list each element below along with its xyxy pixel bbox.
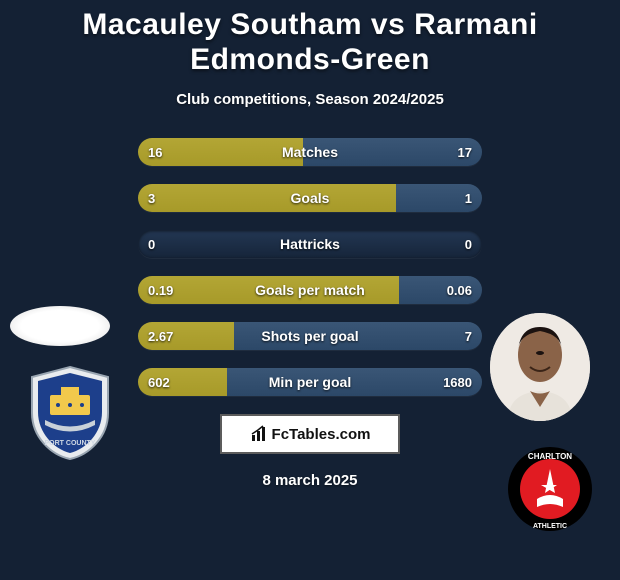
club-left-badge: PORT COUNTY (20, 363, 120, 463)
bar-row: Min per goal6021680 (138, 368, 482, 396)
svg-text:CHARLTON: CHARLTON (528, 452, 572, 461)
club-right-badge: CHARLTON ATHLETIC (500, 444, 600, 534)
bar-left-fill (138, 276, 399, 304)
bar-left-value: 16 (148, 138, 162, 166)
bar-left-value: 602 (148, 368, 170, 396)
bars-container: Matches1617Goals31Hattricks00Goals per m… (138, 138, 482, 396)
bar-right-value: 17 (458, 138, 472, 166)
brand-text: FcTables.com (272, 426, 371, 443)
svg-text:PORT COUNTY: PORT COUNTY (45, 440, 96, 447)
bar-row: Matches1617 (138, 138, 482, 166)
bar-left-value: 2.67 (148, 322, 173, 350)
svg-text:ATHLETIC: ATHLETIC (533, 523, 567, 530)
bar-left-fill (138, 184, 396, 212)
bar-right-fill (234, 322, 482, 350)
bar-right-value: 1680 (443, 368, 472, 396)
bar-right-fill (303, 138, 482, 166)
bar-left-value: 0.19 (148, 276, 173, 304)
bar-right-value: 0 (465, 230, 472, 258)
comparison-chart: PORT COUNTY CHARLTON ATHLETIC Matches161… (0, 138, 620, 396)
bar-row: Hattricks0 0 (138, 230, 482, 258)
bar-row: Goals per match0.190.06 (138, 276, 482, 304)
player-left-avatar (10, 306, 110, 346)
page-title: Macauley Southam vs Rarmani Edmonds-Gree… (0, 0, 620, 77)
brand-badge: FcTables.com (220, 414, 400, 454)
bar-row: Shots per goal2.677 (138, 322, 482, 350)
chart-icon (250, 425, 268, 443)
subtitle: Club competitions, Season 2024/2025 (0, 91, 620, 108)
bar-row: Goals31 (138, 184, 482, 212)
player-right-avatar (490, 313, 590, 421)
bar-left-value: 0 (148, 230, 155, 258)
bar-label: Hattricks (138, 230, 482, 258)
bar-left-value: 3 (148, 184, 155, 212)
bar-right-value: 0.06 (447, 276, 472, 304)
bar-left-fill (138, 138, 303, 166)
bar-right-value: 7 (465, 322, 472, 350)
bar-right-value: 1 (465, 184, 472, 212)
